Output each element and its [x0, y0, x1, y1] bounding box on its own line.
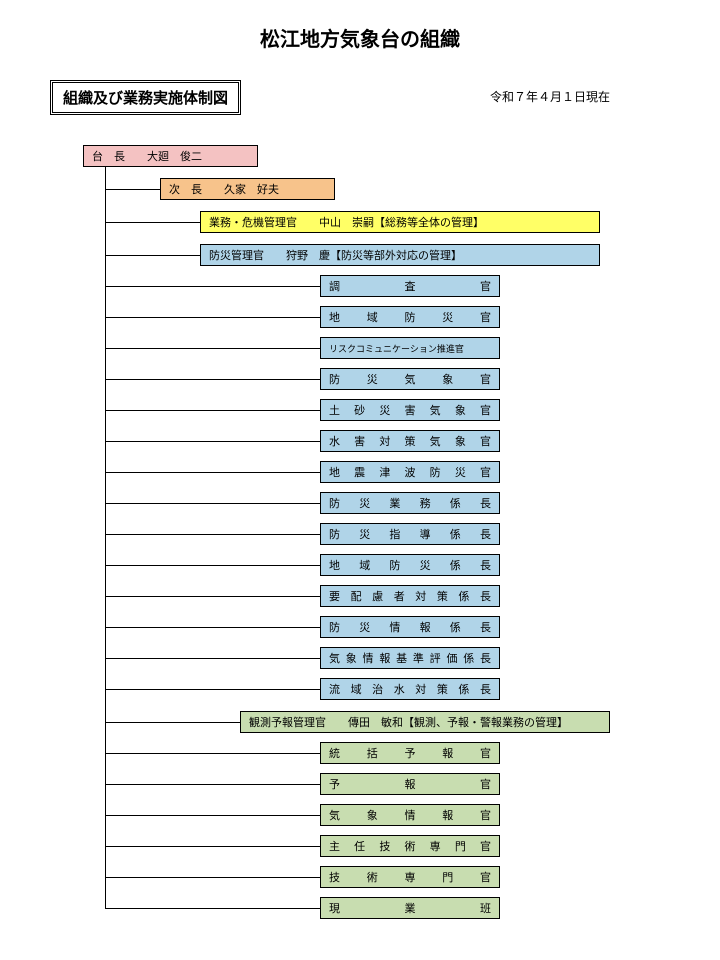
- blue-child-1-label: 地域防災官: [329, 309, 491, 325]
- blue-child-12-label: 気象情報基準評価係長: [329, 650, 491, 666]
- green-child-4-label: 技術専門官: [329, 869, 491, 885]
- connector-h: [105, 784, 320, 785]
- blue-child-4: 土砂災害気象官: [320, 399, 500, 421]
- box-dp_mgr: 防災管理官 狩野 慶【防災等部外対応の管理】: [200, 244, 600, 266]
- connector-h: [105, 286, 320, 287]
- connector-h: [105, 908, 320, 909]
- green-child-4: 技術専門官: [320, 866, 500, 888]
- connector-h: [105, 255, 200, 256]
- blue-child-10: 要配慮者対策係長: [320, 585, 500, 607]
- connector-h: [105, 565, 320, 566]
- green-child-2-label: 気象情報官: [329, 807, 491, 823]
- blue-child-12: 気象情報基準評価係長: [320, 647, 500, 669]
- blue-child-13-label: 流域治水対策係長: [329, 681, 491, 697]
- green-child-0-label: 統括予報官: [329, 745, 491, 761]
- blue-child-3: 防災気象官: [320, 368, 500, 390]
- connector-h: [105, 753, 320, 754]
- green-child-1-label: 予報官: [329, 776, 491, 792]
- box-crisis_mgr: 業務・危機管理官 中山 崇嗣【総務等全体の管理】: [200, 211, 600, 233]
- connector-v: [105, 167, 106, 908]
- connector-h: [105, 534, 320, 535]
- blue-child-9-label: 地域防災係長: [329, 557, 491, 573]
- connector-h: [105, 441, 320, 442]
- green-child-0: 統括予報官: [320, 742, 500, 764]
- connector-h: [105, 222, 200, 223]
- blue-child-3-label: 防災気象官: [329, 371, 491, 387]
- box-obs_mgr: 観測予報管理官 傳田 敏和【観測、予報・警報業務の管理】: [240, 711, 610, 733]
- date-label: 令和７年４月１日現在: [490, 88, 610, 105]
- connector-h: [105, 627, 320, 628]
- blue-child-11-label: 防災情報係長: [329, 619, 491, 635]
- green-child-5: 現業班: [320, 897, 500, 919]
- blue-child-2: リスクコミュニケーション推進官: [320, 337, 500, 359]
- blue-child-5-label: 水害対策気象官: [329, 433, 491, 449]
- connector-h: [105, 596, 320, 597]
- blue-child-1: 地域防災官: [320, 306, 500, 328]
- blue-child-7-label: 防災業務係長: [329, 495, 491, 511]
- connector-h: [105, 689, 320, 690]
- blue-child-9: 地域防災係長: [320, 554, 500, 576]
- connector-h: [105, 722, 240, 723]
- page-title: 松江地方気象台の組織: [0, 23, 720, 52]
- blue-child-0: 調査官: [320, 275, 500, 297]
- blue-child-0-label: 調査官: [329, 278, 491, 294]
- connector-h: [105, 317, 320, 318]
- green-child-1: 予報官: [320, 773, 500, 795]
- blue-child-6-label: 地震津波防災官: [329, 464, 491, 480]
- blue-child-11: 防災情報係長: [320, 616, 500, 638]
- box-director: 台 長 大廻 俊二: [83, 145, 258, 167]
- connector-h: [105, 472, 320, 473]
- connector-h: [105, 877, 320, 878]
- blue-child-5: 水害対策気象官: [320, 430, 500, 452]
- subtitle-box: 組織及び業務実施体制図: [50, 80, 241, 115]
- green-child-5-label: 現業班: [329, 900, 491, 916]
- blue-child-8: 防災指導係長: [320, 523, 500, 545]
- box-deputy: 次 長 久家 好夫: [160, 178, 335, 200]
- blue-child-4-label: 土砂災害気象官: [329, 402, 491, 418]
- green-child-2: 気象情報官: [320, 804, 500, 826]
- green-child-3: 主任技術専門官: [320, 835, 500, 857]
- connector-h: [105, 658, 320, 659]
- connector-h: [105, 189, 160, 190]
- blue-child-8-label: 防災指導係長: [329, 526, 491, 542]
- connector-h: [105, 815, 320, 816]
- connector-h: [105, 348, 320, 349]
- green-child-3-label: 主任技術専門官: [329, 838, 491, 854]
- connector-h: [105, 379, 320, 380]
- blue-child-13: 流域治水対策係長: [320, 678, 500, 700]
- connector-h: [105, 503, 320, 504]
- blue-child-7: 防災業務係長: [320, 492, 500, 514]
- blue-child-6: 地震津波防災官: [320, 461, 500, 483]
- connector-h: [105, 846, 320, 847]
- blue-child-10-label: 要配慮者対策係長: [329, 588, 491, 604]
- connector-h: [105, 410, 320, 411]
